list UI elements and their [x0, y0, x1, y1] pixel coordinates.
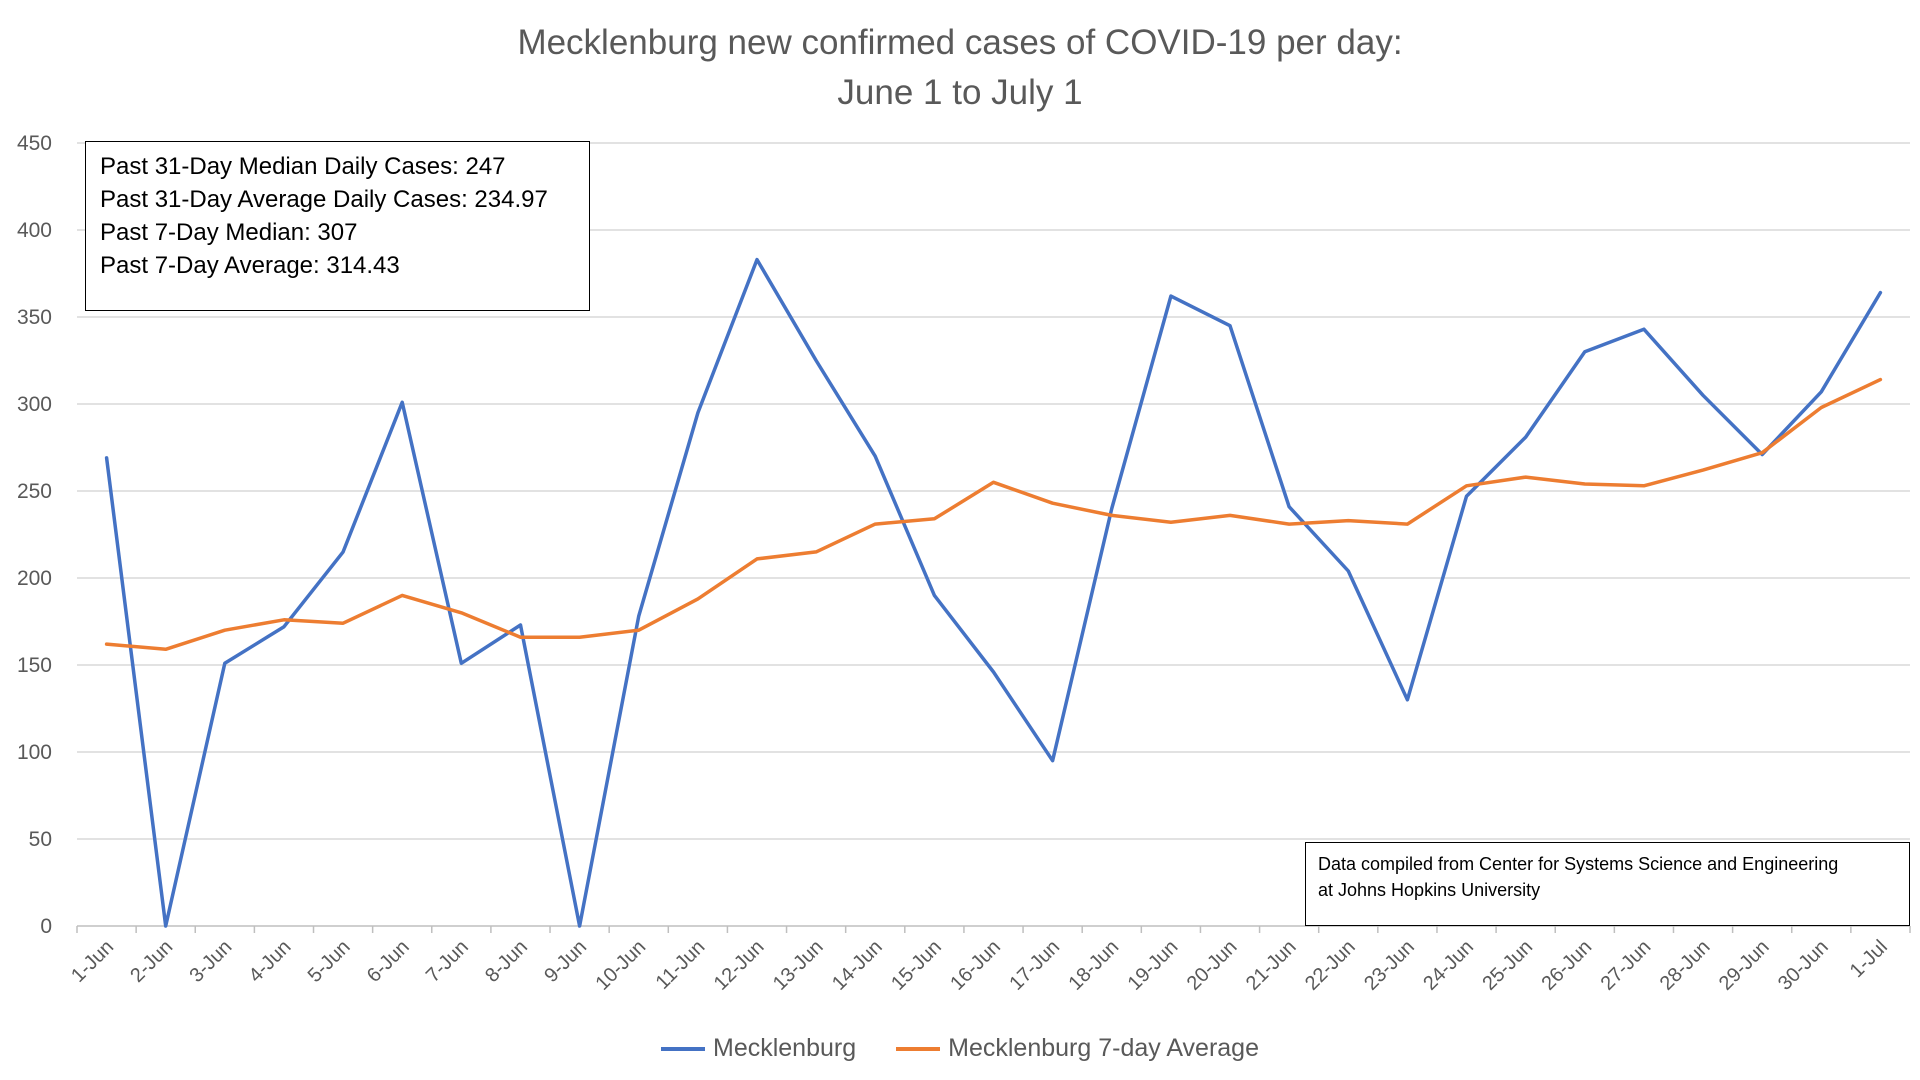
x-tick-label: 10-Jun — [591, 936, 650, 995]
legend-label-7day-average: Mecklenburg 7-day Average — [948, 1034, 1259, 1062]
x-tick-label: 7-Jun — [422, 936, 473, 987]
y-tick-label: 350 — [17, 306, 52, 329]
x-tick-label: 18-Jun — [1064, 936, 1123, 995]
y-tick-label: 300 — [17, 393, 52, 416]
y-tick-label: 150 — [17, 654, 52, 677]
x-tick-label: 8-Jun — [481, 936, 532, 987]
x-tick-label: 29-Jun — [1715, 936, 1774, 995]
x-tick-label: 23-Jun — [1360, 936, 1419, 995]
x-tick-label: 5-Jun — [304, 936, 355, 987]
x-tick-label: 11-Jun — [652, 936, 710, 994]
stat-7day-median: Past 7-Day Median: 307 — [100, 219, 358, 246]
y-tick-label: 0 — [40, 915, 52, 938]
stats-annotation-box: Past 31-Day Median Daily Cases: 247 Past… — [85, 141, 590, 311]
y-tick-label: 50 — [29, 828, 52, 851]
y-tick-label: 450 — [17, 132, 52, 155]
x-tick-label: 9-Jun — [540, 936, 591, 987]
legend-swatch-7day-average — [896, 1046, 941, 1051]
source-annotation-box: Data compiled from Center for Systems Sc… — [1305, 842, 1910, 926]
series-line-0 — [104, 257, 1883, 928]
x-tick-label: 4-Jun — [245, 936, 296, 987]
chart-title: Mecklenburg new confirmed cases of COVID… — [0, 18, 1920, 118]
x-tick-label: 27-Jun — [1597, 936, 1656, 995]
legend: Mecklenburg Mecklenburg 7-day Average — [0, 1034, 1920, 1063]
x-tick-label: 28-Jun — [1656, 936, 1715, 995]
x-tick-label: 16-Jun — [946, 936, 1005, 995]
x-tick-label: 17-Jun — [1005, 936, 1064, 995]
x-tick-label: 20-Jun — [1183, 936, 1242, 995]
x-tick-label: 30-Jun — [1774, 936, 1833, 995]
x-tick-label: 26-Jun — [1538, 936, 1597, 995]
source-line-2: at Johns Hopkins University — [1318, 880, 1541, 900]
x-axis-ticks: 1-Jun 2-Jun 3-Jun 4-Jun 5-Jun 6-Jun 7-Jun 8-Jun… — [67, 936, 1892, 995]
x-tick-label: 19-Jun — [1124, 936, 1183, 995]
stat-7day-average: Past 7-Day Average: 314.43 — [100, 252, 400, 279]
y-tick-label: 200 — [17, 567, 52, 590]
x-tick-label: 13-Jun — [769, 936, 828, 995]
x-tick-label: 22-Jun — [1301, 936, 1360, 995]
legend-item-7day-average: Mecklenburg 7-day Average — [896, 1034, 1259, 1063]
legend-label-mecklenburg: Mecklenburg — [713, 1034, 857, 1062]
x-tick-label: 24-Jun — [1419, 936, 1478, 995]
stat-31day-median: Past 31-Day Median Daily Cases: 247 — [100, 153, 506, 180]
x-tick-label: 1-Jun — [67, 936, 118, 987]
x-tick-label: 6-Jun — [363, 936, 414, 987]
y-tick-label: 100 — [17, 741, 52, 764]
y-tick-label: 250 — [17, 480, 52, 503]
x-axis — [76, 925, 1911, 933]
stat-31day-average: Past 31-Day Average Daily Cases: 234.97 — [100, 186, 548, 213]
x-tick-label: 3-Jun — [185, 936, 236, 987]
chart-title-line1: Mecklenburg new confirmed cases of COVID… — [517, 23, 1403, 62]
x-tick-label: 12-Jun — [710, 936, 769, 995]
y-tick-label: 400 — [17, 219, 52, 242]
x-tick-label: 21-Jun — [1242, 936, 1301, 995]
chart-subtitle: June 1 to July 1 — [837, 73, 1083, 112]
x-tick-label: 2-Jun — [126, 936, 177, 987]
legend-item-mecklenburg: Mecklenburg — [661, 1034, 856, 1063]
y-axis-ticks: 0 50 100 150 200 250 300 350 400 450 — [17, 132, 52, 938]
legend-swatch-mecklenburg — [661, 1046, 705, 1051]
source-line-1: Data compiled from Center for Systems Sc… — [1318, 854, 1839, 874]
x-tick-label: 1-Jul — [1846, 936, 1892, 982]
x-tick-label: 14-Jun — [828, 936, 887, 995]
series-line-1 — [104, 377, 1883, 652]
x-tick-label: 15-Jun — [887, 936, 946, 995]
x-tick-label: 25-Jun — [1478, 936, 1537, 995]
series-lines — [104, 257, 1883, 928]
